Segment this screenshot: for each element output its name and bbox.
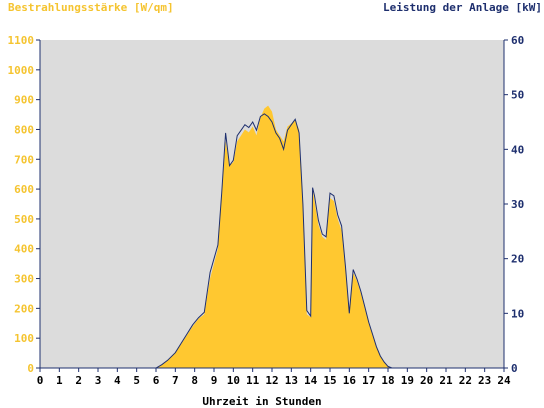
y-right-tick-label: 10 bbox=[511, 307, 524, 320]
x-tick-label: 11 bbox=[246, 374, 260, 387]
y-left-tick-label: 100 bbox=[14, 332, 34, 345]
y-left-tick-label: 700 bbox=[14, 153, 34, 166]
irradiance-area bbox=[40, 105, 504, 368]
x-tick-label: 18 bbox=[381, 374, 394, 387]
x-axis-label: Uhrzeit in Stunden bbox=[202, 395, 321, 408]
x-tick-label: 9 bbox=[211, 374, 218, 387]
x-tick-label: 15 bbox=[323, 374, 336, 387]
x-tick-label: 1 bbox=[56, 374, 63, 387]
x-tick-label: 24 bbox=[497, 374, 511, 387]
x-tick-label: 8 bbox=[191, 374, 198, 387]
y-left-tick-label: 0 bbox=[27, 362, 34, 375]
x-tick-label: 3 bbox=[95, 374, 102, 387]
y-right-tick-label: 30 bbox=[511, 198, 524, 211]
x-tick-label: 17 bbox=[362, 374, 375, 387]
power-layer bbox=[40, 113, 504, 369]
y-right-tick-label: 60 bbox=[511, 34, 524, 47]
power-line bbox=[40, 113, 504, 369]
tick-labels: 0 1 2 3 4 5 6 7 8 9 10 11 12 13 14 15 16 17 18 19 20 21 22 23 24… bbox=[8, 34, 525, 387]
x-tick-label: 7 bbox=[172, 374, 179, 387]
y-left-tick-label: 200 bbox=[14, 302, 34, 315]
x-tick-label: 19 bbox=[401, 374, 414, 387]
x-tick-label: 6 bbox=[153, 374, 160, 387]
y-left-tick-label: 900 bbox=[14, 94, 34, 107]
y-left-tick-label: 800 bbox=[14, 123, 34, 136]
axes bbox=[36, 39, 508, 372]
left-axis-title: Bestrahlungsstärke [W/qm] bbox=[8, 1, 174, 14]
x-tick-label: 0 bbox=[37, 374, 44, 387]
x-tick-label: 22 bbox=[459, 374, 472, 387]
x-tick-label: 13 bbox=[285, 374, 298, 387]
irradiance-layer bbox=[40, 105, 504, 368]
y-left-tick-label: 300 bbox=[14, 273, 34, 286]
x-tick-label: 21 bbox=[439, 374, 453, 387]
y-right-tick-label: 20 bbox=[511, 253, 524, 266]
y-right-tick-label: 50 bbox=[511, 89, 524, 102]
x-tick-label: 2 bbox=[75, 374, 82, 387]
y-right-tick-label: 40 bbox=[511, 143, 524, 156]
y-left-tick-label: 400 bbox=[14, 243, 34, 256]
y-left-tick-label: 500 bbox=[14, 213, 34, 226]
y-left-tick-label: 1000 bbox=[8, 64, 35, 77]
x-tick-label: 14 bbox=[304, 374, 318, 387]
y-left-tick-label: 600 bbox=[14, 183, 34, 196]
x-tick-label: 12 bbox=[265, 374, 278, 387]
right-axis-title: Leistung der Anlage [kW] bbox=[383, 1, 542, 14]
x-tick-label: 16 bbox=[343, 374, 357, 387]
x-tick-label: 5 bbox=[133, 374, 140, 387]
x-tick-label: 23 bbox=[478, 374, 491, 387]
x-tick-label: 10 bbox=[227, 374, 240, 387]
x-tick-label: 4 bbox=[114, 374, 121, 387]
y-left-tick-label: 1100 bbox=[8, 34, 35, 47]
y-right-tick-label: 0 bbox=[511, 362, 518, 375]
x-tick-label: 20 bbox=[420, 374, 433, 387]
